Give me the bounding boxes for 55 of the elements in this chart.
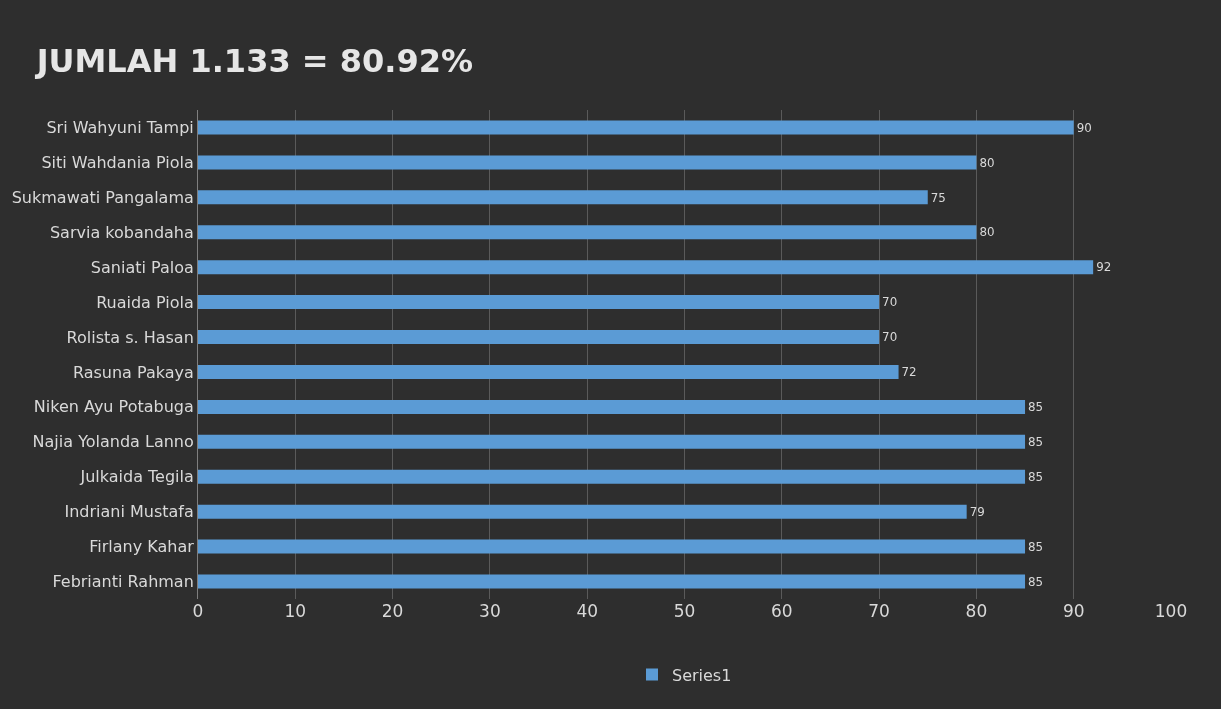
y-tick-label: Rasuna Pakaya bbox=[72, 362, 194, 382]
data-label: 85 bbox=[1028, 400, 1044, 415]
y-tick-label: Sri Wahyuni Tampi bbox=[46, 118, 194, 138]
x-tick-label: 50 bbox=[673, 601, 696, 621]
bar bbox=[198, 120, 1074, 135]
data-label: 70 bbox=[882, 295, 898, 310]
x-tick-label: 60 bbox=[770, 601, 793, 621]
x-tick-label: 70 bbox=[868, 601, 890, 621]
y-tick-label: Rolista s. Hasan bbox=[66, 327, 194, 347]
x-tick-label: 20 bbox=[381, 601, 404, 621]
x-tick-label: 80 bbox=[965, 601, 988, 621]
bar bbox=[198, 399, 1026, 414]
bar bbox=[198, 574, 1026, 589]
data-label: 90 bbox=[1076, 120, 1092, 135]
legend-label: Series1 bbox=[672, 665, 732, 685]
y-tick-label: Siti Wahdania Piola bbox=[41, 152, 194, 172]
x-tick-label: 30 bbox=[479, 601, 501, 621]
y-tick-label: Febrianti Rahman bbox=[52, 572, 194, 592]
data-label: 80 bbox=[979, 225, 995, 240]
y-tick-label: Firlany Kahar bbox=[89, 537, 195, 557]
bar bbox=[198, 364, 899, 379]
bar bbox=[198, 469, 1026, 484]
data-label: 85 bbox=[1028, 435, 1044, 450]
data-label: 80 bbox=[979, 155, 995, 170]
bar bbox=[198, 295, 880, 310]
bar bbox=[198, 225, 977, 240]
y-tick-label: Indriani Mustafa bbox=[64, 502, 194, 522]
y-tick-label: Najia Yolanda Lanno bbox=[32, 432, 194, 452]
x-tick-label: 10 bbox=[284, 601, 307, 621]
bar bbox=[198, 260, 1094, 275]
x-tick-label: 90 bbox=[1062, 601, 1085, 621]
data-label: 79 bbox=[969, 504, 985, 519]
bar bbox=[198, 434, 1026, 449]
bar bbox=[198, 330, 880, 345]
data-label: 92 bbox=[1096, 260, 1112, 275]
y-tick-label: Sarvia kobandaha bbox=[49, 222, 194, 242]
y-tick-label: Niken Ayu Potabuga bbox=[33, 397, 194, 417]
data-label: 75 bbox=[930, 190, 946, 205]
x-tick-label: 40 bbox=[576, 601, 599, 621]
data-label: 70 bbox=[882, 330, 898, 345]
bar bbox=[198, 504, 967, 519]
data-label: 85 bbox=[1028, 574, 1044, 589]
data-label: 85 bbox=[1028, 469, 1044, 484]
x-tick-label: 0 bbox=[192, 601, 204, 621]
data-label: 72 bbox=[901, 365, 917, 380]
x-tick-label: 100 bbox=[1154, 601, 1188, 621]
y-tick-label: Julkaida Tegila bbox=[79, 467, 194, 487]
bar bbox=[198, 155, 977, 170]
bar bbox=[198, 539, 1026, 554]
bar bbox=[198, 190, 928, 205]
y-tick-label: Sukmawati Pangalama bbox=[11, 187, 194, 207]
y-tick-label: Ruaida Piola bbox=[96, 292, 194, 312]
data-label: 85 bbox=[1028, 539, 1044, 554]
y-tick-label: Saniati Paloa bbox=[90, 257, 194, 277]
chart-title: JUMLAH 1.133 = 80.92% bbox=[34, 42, 474, 81]
